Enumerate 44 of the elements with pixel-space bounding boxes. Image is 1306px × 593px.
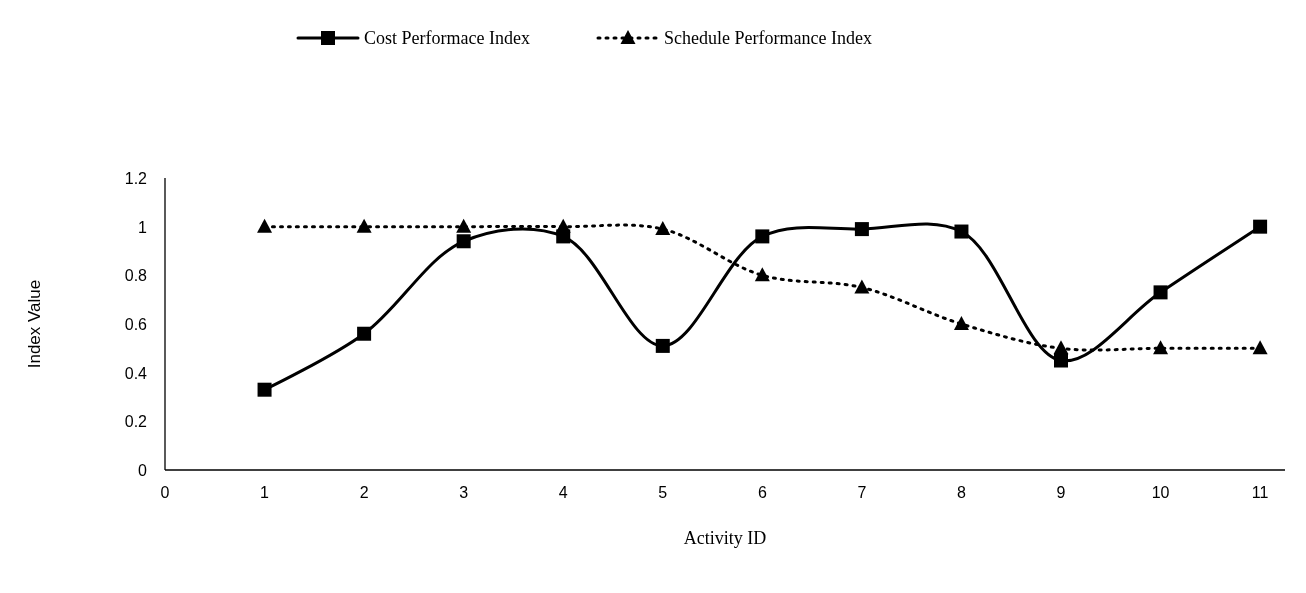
point bbox=[1153, 285, 1168, 300]
point bbox=[1054, 353, 1068, 368]
point bbox=[954, 224, 969, 239]
x-tick-label: 6 bbox=[757, 484, 767, 501]
y-tick-label: 0.6 bbox=[124, 316, 148, 333]
y-tick-label: 1 bbox=[138, 218, 148, 236]
y-tick-label: 1.2 bbox=[124, 170, 148, 187]
point bbox=[953, 316, 969, 330]
x-tick-label: 4 bbox=[558, 484, 568, 501]
x-tick-label: 11 bbox=[1251, 484, 1269, 501]
y-tick-label: 0.4 bbox=[124, 364, 148, 382]
point bbox=[655, 338, 670, 353]
point bbox=[356, 218, 372, 233]
x-tick-label: 3 bbox=[459, 484, 469, 501]
point bbox=[755, 229, 770, 244]
point bbox=[555, 218, 571, 233]
y-tick-label: 0 bbox=[138, 462, 148, 479]
point bbox=[456, 218, 472, 233]
x-tick-label: 8 bbox=[956, 484, 966, 501]
x-tick-label: 1 bbox=[260, 484, 270, 501]
y-tick-label: 0.2 bbox=[124, 413, 148, 431]
point bbox=[655, 221, 671, 236]
x-tick-label: 7 bbox=[857, 484, 867, 501]
x-tick-label: 10 bbox=[1151, 484, 1170, 501]
x-tick-label: 0 bbox=[160, 484, 170, 501]
point bbox=[1252, 340, 1268, 355]
legend-label: Schedule Performance Index bbox=[664, 28, 872, 48]
y-tick-label: 0.8 bbox=[124, 267, 148, 285]
point bbox=[456, 234, 471, 249]
point bbox=[854, 279, 870, 294]
point bbox=[854, 222, 869, 237]
x-axis-title: Activity ID bbox=[683, 528, 767, 548]
x-tick-label: 2 bbox=[359, 484, 369, 501]
point bbox=[357, 326, 372, 341]
x-tick-label: 9 bbox=[1056, 484, 1066, 501]
legend-label: Cost Performace Index bbox=[364, 28, 530, 48]
point bbox=[257, 218, 273, 233]
point bbox=[1253, 219, 1268, 234]
point bbox=[1153, 340, 1169, 355]
point bbox=[754, 267, 770, 282]
point bbox=[257, 382, 272, 397]
point bbox=[1053, 340, 1069, 355]
y-axis-title: Index Value bbox=[25, 279, 44, 369]
x-tick-label: 5 bbox=[658, 484, 668, 501]
